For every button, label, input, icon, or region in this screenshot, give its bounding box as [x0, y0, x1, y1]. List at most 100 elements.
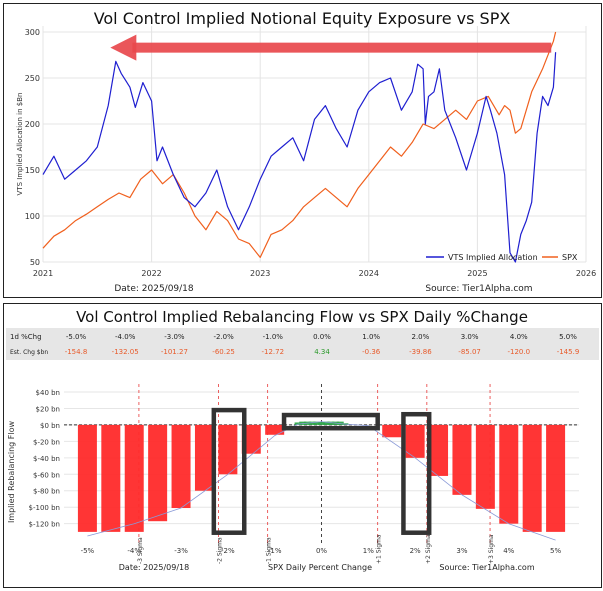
- exposure-lines: [42, 31, 557, 263]
- exposure-y-tick-label: 100: [25, 212, 40, 221]
- flow-bar: [294, 422, 302, 425]
- exposure-x-tick-label: 2024: [359, 269, 379, 278]
- rebalancing-y-tick-label: $-20 bn: [33, 438, 60, 446]
- exposure-y-tick-label: 200: [25, 120, 40, 129]
- rebalancing-chart-title: Vol Control Implied Rebalancing Flow vs …: [76, 308, 528, 326]
- table-pct-cell: 0.0%: [313, 333, 331, 341]
- sigma-label: -2 Sigma: [217, 537, 224, 564]
- rebalancing-source-text: Source: Tier1Alpha.com: [439, 563, 534, 572]
- exposure-x-tick-label: 2025: [467, 269, 487, 278]
- flow-bar: [218, 424, 238, 475]
- exposure-chart: Vol Control Implied Notional Equity Expo…: [16, 9, 596, 294]
- table-pct-cell: 3.0%: [461, 333, 479, 341]
- exposure-grid: [42, 26, 587, 263]
- exposure-x-tick-label: 2026: [576, 269, 596, 278]
- rebalancing-y-tick-label: $20 bn: [36, 405, 60, 413]
- series-line-vts-implied-allocation: [42, 52, 557, 263]
- rebalancing-x-tick-label: 1%: [363, 547, 374, 555]
- flow-bar: [318, 421, 325, 425]
- table-row1-label: 1d %Chg: [10, 333, 42, 341]
- rebalancing-y-ticks: $40 bn $20 bn $0 bn $-20 bn $-40 bn $-60 bn $-…: [29, 389, 60, 529]
- flow-bar: [322, 421, 330, 425]
- exposure-y-axis-label: VTS Implied Allocation in $Bn: [16, 93, 24, 196]
- rebalancing-y-tick-label: $0 bn: [40, 422, 60, 430]
- flow-bar: [546, 424, 566, 532]
- highlight-box-neg2: [211, 407, 247, 535]
- series-line-spx: [42, 31, 557, 258]
- table-pct-cell: -5.0%: [66, 333, 87, 341]
- exposure-chart-panel: Vol Control Implied Notional Equity Expo…: [3, 3, 602, 298]
- flow-bar: [265, 424, 285, 435]
- table-pct-cell: -4.0%: [115, 333, 136, 341]
- flow-bar: [77, 424, 97, 532]
- rebalancing-y-tick-label: $40 bn: [36, 389, 60, 397]
- arrow-shaft: [132, 42, 552, 53]
- exposure-y-tick-label: 150: [25, 166, 40, 175]
- flow-curve-line: [87, 421, 556, 541]
- flow-bar: [452, 424, 472, 495]
- rebalancing-chart-panel: Vol Control Implied Rebalancing Flow vs …: [3, 303, 602, 588]
- flow-bar: [405, 424, 425, 458]
- table-est-cell: 4.34: [314, 348, 330, 356]
- rebalancing-bars: [77, 421, 566, 532]
- rebalancing-x-tick-label: -2%: [221, 547, 235, 555]
- table-est-cell: -85.07: [458, 348, 481, 356]
- table-est-cell: -120.0: [508, 348, 531, 356]
- flow-bar: [475, 424, 495, 509]
- rebalancing-x-tick-label: 5%: [550, 547, 561, 555]
- flow-bar: [308, 421, 316, 425]
- rebalancing-y-axis-label: Implied Rebalancing Flow: [7, 421, 16, 524]
- flow-bar: [241, 424, 261, 454]
- exposure-y-ticks: 50 100 150 200 250 300: [25, 28, 40, 267]
- legend-label-vts: VTS Implied Allocation: [448, 253, 538, 262]
- flow-bar: [101, 424, 121, 532]
- table-row2-label: Est. Chg $bn: [10, 349, 48, 356]
- rebalancing-x-tick-label: -5%: [81, 547, 95, 555]
- flow-bar: [124, 424, 144, 532]
- legend-label-spx: SPX: [562, 253, 578, 262]
- exposure-source-text: Source: Tier1Alpha.com: [425, 284, 532, 294]
- table-pct-cell: -1.0%: [263, 333, 284, 341]
- table-est-cell: -154.8: [65, 348, 88, 356]
- flow-bar: [148, 424, 168, 522]
- sigma-label: -3 Sigma: [137, 537, 144, 564]
- exposure-x-ticks: 2021 2022 2023 2024 2025 2026: [33, 269, 596, 278]
- sensitivity-table-background: [6, 328, 599, 360]
- table-pct-cell: -2.0%: [213, 333, 234, 341]
- rebalancing-y-tick-label: $-100 bn: [29, 504, 60, 512]
- exposure-y-tick-label: 300: [25, 28, 40, 37]
- highlight-box-pos2: [401, 411, 432, 535]
- rebalancing-x-tick-label: 3%: [456, 547, 467, 555]
- table-est-cell: -39.86: [409, 348, 432, 356]
- exposure-y-tick-label: 50: [30, 258, 40, 267]
- rebalancing-x-tick-label: 2%: [410, 547, 421, 555]
- flow-bar: [194, 424, 214, 491]
- rebalancing-y-tick-label: $-40 bn: [33, 455, 60, 463]
- exposure-x-tick-label: 2023: [250, 269, 270, 278]
- flow-bar: [429, 424, 449, 476]
- sigma-label: +1 Sigma: [376, 534, 383, 564]
- rebalancing-y-tick-label: $-120 bn: [29, 521, 60, 529]
- flow-bar: [382, 424, 402, 438]
- rebalancing-x-axis-label: SPX Daily Percent Change: [268, 563, 372, 572]
- table-pct-cell: 4.0%: [510, 333, 528, 341]
- rebalancing-x-tick-label: -3%: [174, 547, 188, 555]
- sigma-label: +3 Sigma: [488, 534, 495, 564]
- table-pct-cell: 5.0%: [559, 333, 577, 341]
- sigma-label: +2 Sigma: [425, 534, 432, 564]
- peak-comparison-arrow: [110, 34, 552, 61]
- rebalancing-x-tick-label: -1%: [268, 547, 282, 555]
- exposure-x-tick-label: 2021: [33, 269, 53, 278]
- table-est-cell: -101.27: [161, 348, 188, 356]
- highlight-boxes: [211, 407, 432, 535]
- table-est-cell: -145.9: [557, 348, 580, 356]
- highlight-box-zero: [281, 412, 380, 431]
- rebalancing-x-tick-label: 4%: [503, 547, 514, 555]
- rebalancing-x-ticks: -5% -4% -3% -2% -1% 0% 1% 2% 3% 4% 5%: [81, 547, 562, 555]
- rebalancing-date-text: Date: 2025/09/18: [119, 563, 189, 572]
- exposure-y-tick-label: 250: [25, 74, 40, 83]
- exposure-legend: VTS Implied Allocation SPX: [426, 253, 578, 262]
- flow-curve: [87, 421, 556, 541]
- sigma-label: -1 Sigma: [266, 537, 273, 564]
- arrow-head: [110, 34, 137, 61]
